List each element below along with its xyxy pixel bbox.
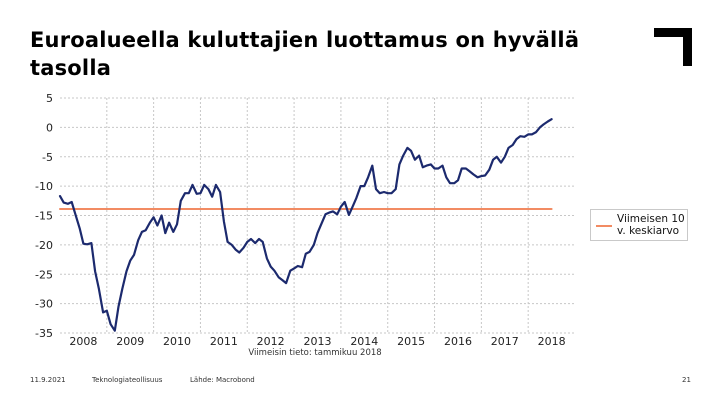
x-axis-ticks: 2008 2009 2010 2011 2012 2013 2014 2015 2016 2017… <box>69 335 565 348</box>
y-tick-label: 0 <box>46 121 53 134</box>
slide-title: Euroalueella kuluttajien luottamus on hy… <box>30 28 580 80</box>
y-tick-label: -15 <box>35 210 53 223</box>
series-line-consumer-confidence <box>58 118 553 332</box>
page-number: 21 <box>682 376 691 384</box>
chart-annotation: Viimeisin tieto: tammikuu 2018 <box>248 348 381 358</box>
legend-swatch-average <box>596 225 612 227</box>
x-tick-label: 2012 <box>257 335 285 348</box>
legend-label-average: Viimeisen 10 v. keskiarvo <box>617 213 685 237</box>
x-tick-label: 2011 <box>210 335 238 348</box>
y-tick-label: 5 <box>46 92 53 105</box>
chart-series <box>58 118 553 332</box>
x-tick-label: 2014 <box>350 335 378 348</box>
brand-logo-icon <box>654 28 692 66</box>
chart-grid <box>60 97 575 334</box>
x-tick-label: 2009 <box>116 335 144 348</box>
footer-organization: Teknologiateollisuus <box>92 376 163 384</box>
footer-source: Lähde: Macrobond <box>190 376 255 384</box>
chart-legend: Viimeisen 10 v. keskiarvo <box>590 209 688 241</box>
x-tick-label: 2016 <box>444 335 472 348</box>
y-tick-label: -10 <box>35 180 53 193</box>
y-tick-label: -25 <box>35 268 53 281</box>
y-tick-label: -20 <box>35 239 53 252</box>
y-tick-label: -35 <box>35 327 53 340</box>
y-tick-label: -5 <box>42 151 53 164</box>
y-tick-label: -30 <box>35 298 53 311</box>
x-tick-label: 2018 <box>538 335 566 348</box>
x-tick-label: 2013 <box>304 335 332 348</box>
x-tick-label: 2017 <box>491 335 519 348</box>
x-tick-label: 2008 <box>69 335 97 348</box>
y-axis-ticks: 5 0 -5 -10 -15 -20 -25 -30 -35 <box>35 92 53 340</box>
x-tick-label: 2015 <box>397 335 425 348</box>
footer-date: 11.9.2021 <box>30 376 66 384</box>
x-tick-label: 2010 <box>163 335 191 348</box>
